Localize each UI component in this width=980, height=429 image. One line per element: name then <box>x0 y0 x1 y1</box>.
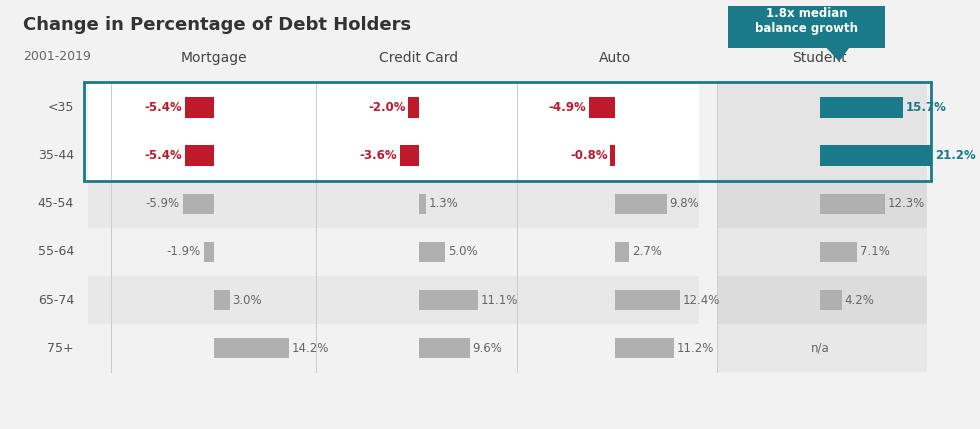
Text: 7.1%: 7.1% <box>860 245 890 259</box>
FancyBboxPatch shape <box>717 83 927 132</box>
Text: 9.6%: 9.6% <box>472 342 503 355</box>
FancyBboxPatch shape <box>182 193 214 214</box>
Text: -2.0%: -2.0% <box>368 101 406 114</box>
Text: 4.2%: 4.2% <box>845 294 875 307</box>
Text: -5.4%: -5.4% <box>145 149 182 162</box>
Text: 45-54: 45-54 <box>38 197 74 210</box>
FancyBboxPatch shape <box>614 242 629 262</box>
Text: -4.9%: -4.9% <box>548 101 586 114</box>
FancyBboxPatch shape <box>717 276 927 324</box>
Text: n/a: n/a <box>810 342 829 355</box>
Text: 14.2%: 14.2% <box>292 342 329 355</box>
Text: -1.9%: -1.9% <box>167 245 201 259</box>
FancyBboxPatch shape <box>614 290 680 310</box>
FancyBboxPatch shape <box>819 145 932 166</box>
FancyBboxPatch shape <box>717 180 927 228</box>
FancyBboxPatch shape <box>185 97 214 118</box>
FancyBboxPatch shape <box>88 83 699 132</box>
Text: 35-44: 35-44 <box>38 149 74 162</box>
Text: -5.4%: -5.4% <box>145 101 182 114</box>
Text: 12.3%: 12.3% <box>888 197 925 210</box>
FancyBboxPatch shape <box>88 228 699 276</box>
FancyBboxPatch shape <box>418 242 446 262</box>
Text: Student: Student <box>793 51 847 65</box>
FancyBboxPatch shape <box>400 145 418 166</box>
FancyBboxPatch shape <box>717 132 927 180</box>
Text: 5.0%: 5.0% <box>448 245 478 259</box>
Text: -5.9%: -5.9% <box>146 197 180 210</box>
FancyBboxPatch shape <box>88 276 699 324</box>
Text: 1.3%: 1.3% <box>428 197 459 210</box>
Text: 3.0%: 3.0% <box>232 294 263 307</box>
FancyBboxPatch shape <box>185 145 214 166</box>
Text: Auto: Auto <box>599 51 631 65</box>
Text: Change in Percentage of Debt Holders: Change in Percentage of Debt Holders <box>23 16 411 34</box>
Text: 55-64: 55-64 <box>38 245 74 259</box>
FancyBboxPatch shape <box>717 324 927 372</box>
FancyBboxPatch shape <box>88 180 699 228</box>
FancyBboxPatch shape <box>819 97 903 118</box>
Polygon shape <box>824 45 851 61</box>
Text: Credit Card: Credit Card <box>379 51 459 65</box>
Text: 65-74: 65-74 <box>38 294 74 307</box>
FancyBboxPatch shape <box>589 97 614 118</box>
FancyBboxPatch shape <box>819 193 885 214</box>
FancyBboxPatch shape <box>214 338 289 359</box>
Text: <35: <35 <box>48 101 74 114</box>
FancyBboxPatch shape <box>418 290 477 310</box>
FancyBboxPatch shape <box>728 0 885 48</box>
Text: 1.8x median
balance growth: 1.8x median balance growth <box>756 7 858 36</box>
Text: 2001-2019: 2001-2019 <box>23 50 91 63</box>
FancyBboxPatch shape <box>409 97 418 118</box>
Text: Mortgage: Mortgage <box>180 51 247 65</box>
FancyBboxPatch shape <box>611 145 614 166</box>
Text: 75+: 75+ <box>47 342 74 355</box>
FancyBboxPatch shape <box>614 338 674 359</box>
FancyBboxPatch shape <box>819 242 858 262</box>
Text: -0.8%: -0.8% <box>570 149 608 162</box>
FancyBboxPatch shape <box>88 132 699 180</box>
FancyBboxPatch shape <box>819 290 842 310</box>
Text: -3.6%: -3.6% <box>360 149 397 162</box>
FancyBboxPatch shape <box>418 193 426 214</box>
Text: 12.4%: 12.4% <box>683 294 720 307</box>
Text: 2.7%: 2.7% <box>632 245 662 259</box>
FancyBboxPatch shape <box>614 193 666 214</box>
Text: 11.1%: 11.1% <box>480 294 517 307</box>
FancyBboxPatch shape <box>88 324 699 372</box>
FancyBboxPatch shape <box>204 242 214 262</box>
Text: 15.7%: 15.7% <box>906 101 947 114</box>
FancyBboxPatch shape <box>717 228 927 276</box>
FancyBboxPatch shape <box>418 338 469 359</box>
Text: 9.8%: 9.8% <box>669 197 699 210</box>
FancyBboxPatch shape <box>214 290 229 310</box>
Text: 21.2%: 21.2% <box>935 149 975 162</box>
Text: 11.2%: 11.2% <box>677 342 714 355</box>
